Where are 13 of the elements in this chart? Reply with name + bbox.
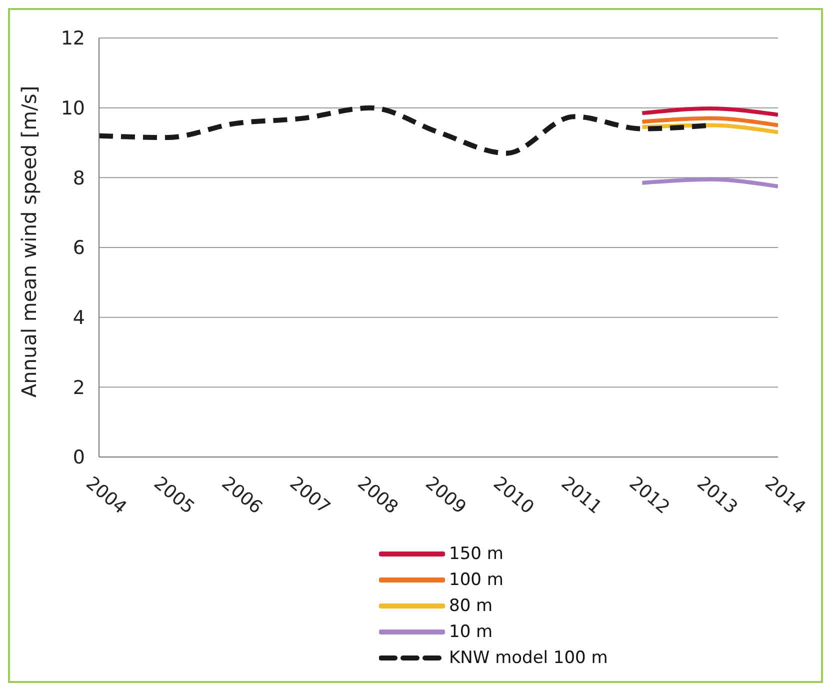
legend-label: KNW model 100 m: [449, 648, 608, 668]
y-tick-label: 8: [72, 167, 85, 190]
y-tick-label: 12: [60, 28, 85, 50]
y-tick-label: 10: [60, 98, 85, 120]
legend-label: 10 m: [449, 622, 493, 642]
y-tick-label: 6: [72, 237, 85, 260]
y-axis-title: Annual mean wind speed [m/s]: [17, 86, 42, 398]
legend-label: 100 m: [449, 570, 504, 590]
y-tick-label: 2: [72, 376, 85, 399]
legend-label: 80 m: [449, 596, 493, 616]
y-tick-label: 4: [72, 307, 85, 330]
legend-label: 150 m: [449, 544, 504, 564]
y-tick-label: 0: [72, 446, 85, 469]
